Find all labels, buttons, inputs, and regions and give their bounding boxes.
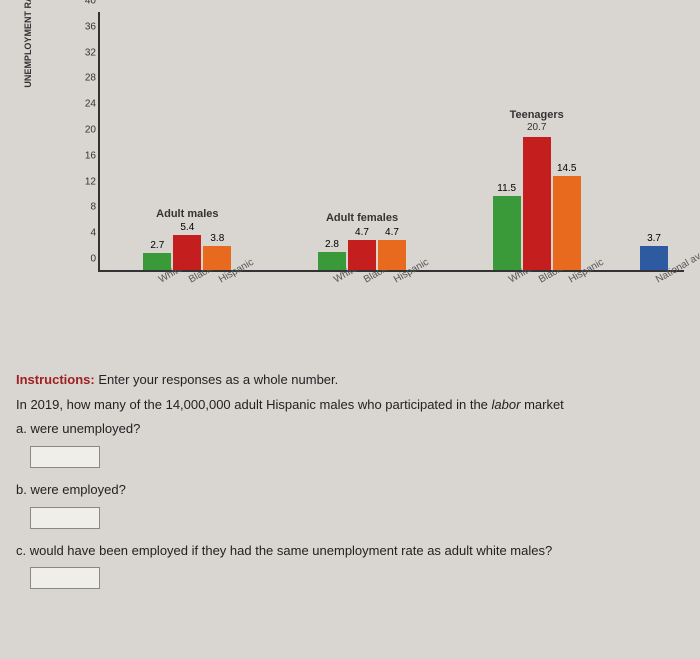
bar: Black <box>523 137 551 271</box>
x-tick-label: Hispanic <box>392 257 431 286</box>
y-tick: 8 <box>78 202 96 213</box>
bar-value-label: 2.7 <box>150 240 164 251</box>
bar-value-label: 3.7 <box>647 233 661 244</box>
y-tick: 24 <box>78 99 96 110</box>
x-tick-label: Hispanic <box>567 257 606 286</box>
y-tick: 32 <box>78 47 96 58</box>
bar: 2.8White <box>318 252 346 270</box>
bar-value-label: 5.4 <box>180 222 194 233</box>
answer-b-input[interactable] <box>30 507 100 529</box>
group-title: Adult males <box>100 208 275 220</box>
bar-value-label: 3.8 <box>210 233 224 244</box>
bar: 3.8Hispanic <box>203 246 231 271</box>
answer-c-input[interactable] <box>30 567 100 589</box>
bar: 5.4Black <box>173 235 201 270</box>
instructions-head: Instructions: <box>16 372 95 387</box>
y-tick: 40 <box>78 0 96 7</box>
group-title: Teenagers <box>449 109 624 121</box>
answer-a-input[interactable] <box>30 446 100 468</box>
question-c: c. would have been employed if they had … <box>16 539 684 564</box>
question-a: a. were unemployed? <box>16 417 684 442</box>
bar: 2.7White <box>143 253 171 270</box>
y-tick: 28 <box>78 73 96 84</box>
instructions-block: Instructions: Enter your responses as a … <box>16 368 684 599</box>
bar-value-label: 4.7 <box>355 227 369 238</box>
bar-group: Adult females 2.8White4.7Black4.7Hispanic <box>275 12 450 270</box>
y-axis-label: UNEMPLOYMENT RATE, 2019 (percent) <box>23 0 33 88</box>
prompt-pre: In 2019, how many of the 14,000,000 adul… <box>16 397 492 412</box>
bar-group: Adult males 2.7White5.4Black3.8Hispanic <box>100 12 275 270</box>
y-tick: 20 <box>78 125 96 136</box>
bar: 14.5Hispanic <box>553 176 581 270</box>
plot-area: Adult males2.7White5.4Black3.8HispanicAd… <box>98 12 684 272</box>
y-tick: 4 <box>78 228 96 239</box>
y-tick: 16 <box>78 150 96 161</box>
bar-group: Teenagers20.7 11.5WhiteBlack14.5Hispanic <box>449 12 624 270</box>
bar-group: 3.7National average <box>624 12 684 270</box>
y-tick: 12 <box>78 176 96 187</box>
question-b: b. were employed? <box>16 478 684 503</box>
unemployment-chart: UNEMPLOYMENT RATE, 2019 (percent) Adult … <box>76 12 684 322</box>
bar: 11.5White <box>493 196 521 270</box>
y-tick: 36 <box>78 21 96 32</box>
bar: 3.7National average <box>640 246 668 270</box>
bar-value-label: 14.5 <box>557 163 576 174</box>
x-tick-label: National average <box>654 238 700 285</box>
bar-value-label: 4.7 <box>385 227 399 238</box>
bar-value-label: 2.8 <box>325 239 339 250</box>
bar-value-label: 11.5 <box>497 183 516 194</box>
prompt-italic: labor <box>492 397 521 412</box>
prompt-post: market <box>520 397 563 412</box>
bar: 4.7Black <box>348 240 376 270</box>
bar: 4.7Hispanic <box>378 240 406 270</box>
x-tick-label: Hispanic <box>217 257 256 286</box>
y-tick: 0 <box>78 254 96 265</box>
instructions-lead: Enter your responses as a whole number. <box>95 372 339 387</box>
group-subtitle: 20.7 <box>449 122 624 133</box>
group-title: Adult females <box>275 212 450 224</box>
bars-row: Adult males2.7White5.4Black3.8HispanicAd… <box>100 12 684 270</box>
